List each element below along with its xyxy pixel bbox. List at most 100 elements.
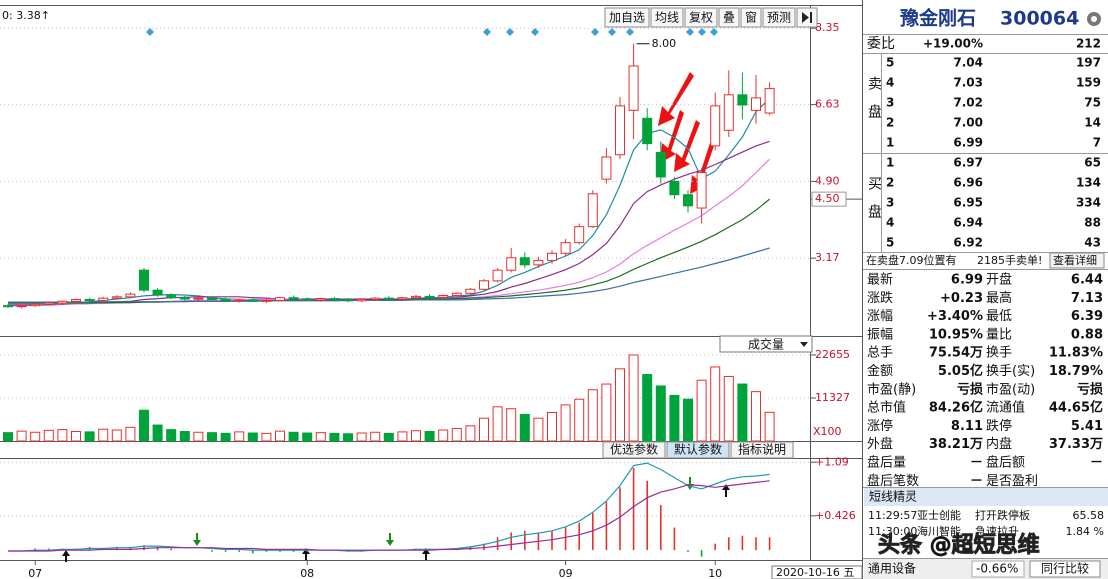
toolbar-label[interactable]: 预测 [767, 11, 791, 25]
alert-text[interactable]: 查看详细 [1053, 253, 1097, 267]
toolbar-button[interactable] [718, 7, 740, 28]
stat-value: 亏损 [957, 381, 983, 397]
stat-value: － [970, 456, 983, 471]
book-volume: 7 [1093, 136, 1101, 150]
volume-bar [16, 430, 27, 442]
toolbar-label[interactable]: 加自选 [609, 11, 645, 25]
gear-hole[interactable] [1091, 16, 1097, 22]
detail-button[interactable] [1049, 252, 1105, 269]
book-price: 6.96 [953, 176, 983, 190]
signal-arrow [422, 548, 430, 560]
genie-item[interactable]: 海川智能 [917, 524, 961, 538]
candle-body [547, 252, 557, 261]
book-price: 7.03 [953, 76, 983, 90]
stock-name: 豫金刚石 [900, 7, 976, 30]
stat-value: 0.88 [1071, 327, 1103, 342]
signal-diamond [608, 28, 616, 36]
genie-title: 短线精灵 [869, 490, 917, 504]
toolbar-label[interactable]: 均线 [655, 11, 679, 25]
stock-code: 300064 [1000, 8, 1079, 30]
settings-icon[interactable] [1087, 12, 1101, 26]
volume-bar [519, 413, 530, 442]
candle-body [438, 294, 449, 298]
candle-body [247, 299, 258, 302]
candle-body [587, 193, 598, 228]
alert-text: 在卖盘7.09位置有 [866, 253, 957, 267]
stat-value: 38.21万 [929, 437, 983, 452]
volume-bar [438, 429, 449, 442]
indicator-button-label[interactable]: 默认参数 [674, 442, 722, 457]
candle-body [506, 257, 517, 271]
indicator-dropdown[interactable] [719, 335, 813, 353]
footer-button[interactable] [1029, 560, 1101, 578]
stat-value: － [970, 474, 983, 489]
volume-bar [139, 409, 149, 442]
candle-body [669, 180, 680, 196]
candle-body [16, 305, 27, 308]
volume-bar [84, 431, 95, 442]
toolbar-label[interactable]: 复权 [689, 11, 713, 25]
indicator-button[interactable] [666, 441, 730, 459]
stat-value: 18.79% [1049, 364, 1103, 379]
candle-body [220, 298, 231, 302]
genie-item[interactable]: 打开跌停板 [975, 508, 1030, 522]
toolbar-button[interactable] [684, 7, 718, 28]
volume-bar [560, 404, 571, 442]
volume-bar [751, 391, 761, 442]
candle-body [479, 280, 489, 290]
book-volume: 197 [1076, 56, 1101, 70]
candle-body [234, 299, 245, 302]
stat-value: 7.13 [1071, 291, 1103, 306]
genie-item[interactable]: 11:29:57 [868, 509, 917, 522]
candle-body [207, 297, 217, 300]
footer-compare[interactable]: 同行比较 [1041, 561, 1089, 576]
toolbar-button[interactable] [604, 7, 650, 28]
indicator-name[interactable]: 成交量 [748, 337, 784, 352]
stat-label: 市盈(静) [867, 381, 916, 397]
volume-bar [696, 379, 707, 442]
volume-bar [152, 424, 163, 442]
candle-body [696, 172, 707, 209]
stat-label: 涨幅 [867, 309, 893, 324]
toolbar-label[interactable]: 窗 [745, 11, 757, 25]
toolbar-label[interactable]: 叠 [723, 11, 735, 25]
stat-label: 盘后额 [986, 455, 1025, 471]
toolbar-button[interactable] [762, 7, 796, 28]
toolbar-button[interactable] [740, 7, 762, 28]
book-price: 7.04 [953, 56, 983, 70]
toolbar-icon[interactable] [810, 12, 812, 23]
candle-body [139, 269, 149, 291]
indicator-button[interactable] [602, 441, 666, 459]
candle-body [125, 293, 136, 298]
candle-body [642, 117, 653, 145]
arrow [658, 72, 694, 126]
genie-item[interactable]: 亚士创能 [917, 508, 961, 522]
candle-body [315, 298, 326, 301]
y-tick-label: +0.426 [815, 509, 856, 522]
volume-bar [370, 431, 381, 442]
indicator-button-label[interactable]: 指标说明 [738, 442, 786, 457]
indicator-button-label[interactable]: 优选参数 [610, 442, 658, 457]
genie-item[interactable]: 1.84 % [1066, 525, 1104, 538]
candle-body [519, 257, 530, 266]
stat-label: 流通值 [986, 400, 1025, 416]
genie-item[interactable]: 急速拉升 [975, 524, 1019, 538]
y-tick-label: 4.90 [815, 174, 840, 187]
signal-diamond [146, 28, 154, 36]
signal-arrow [62, 550, 70, 562]
stat-label: 跌停 [986, 418, 1012, 434]
dropdown-caret[interactable] [800, 342, 808, 347]
genie-item[interactable]: 11:30:00 [868, 525, 917, 538]
volume-bar [479, 417, 489, 442]
indicator-button[interactable] [730, 441, 794, 459]
genie-item[interactable]: 65.58 [1073, 509, 1105, 522]
book-level: 4 [886, 76, 894, 90]
toolbar-button[interactable] [650, 7, 684, 28]
volume-bar [547, 412, 557, 442]
toolbar-icon[interactable] [802, 12, 809, 23]
candle-body [370, 297, 381, 300]
book-level: 1 [886, 156, 894, 170]
stat-value: 6.99 [951, 273, 983, 288]
candle-body [411, 295, 421, 299]
